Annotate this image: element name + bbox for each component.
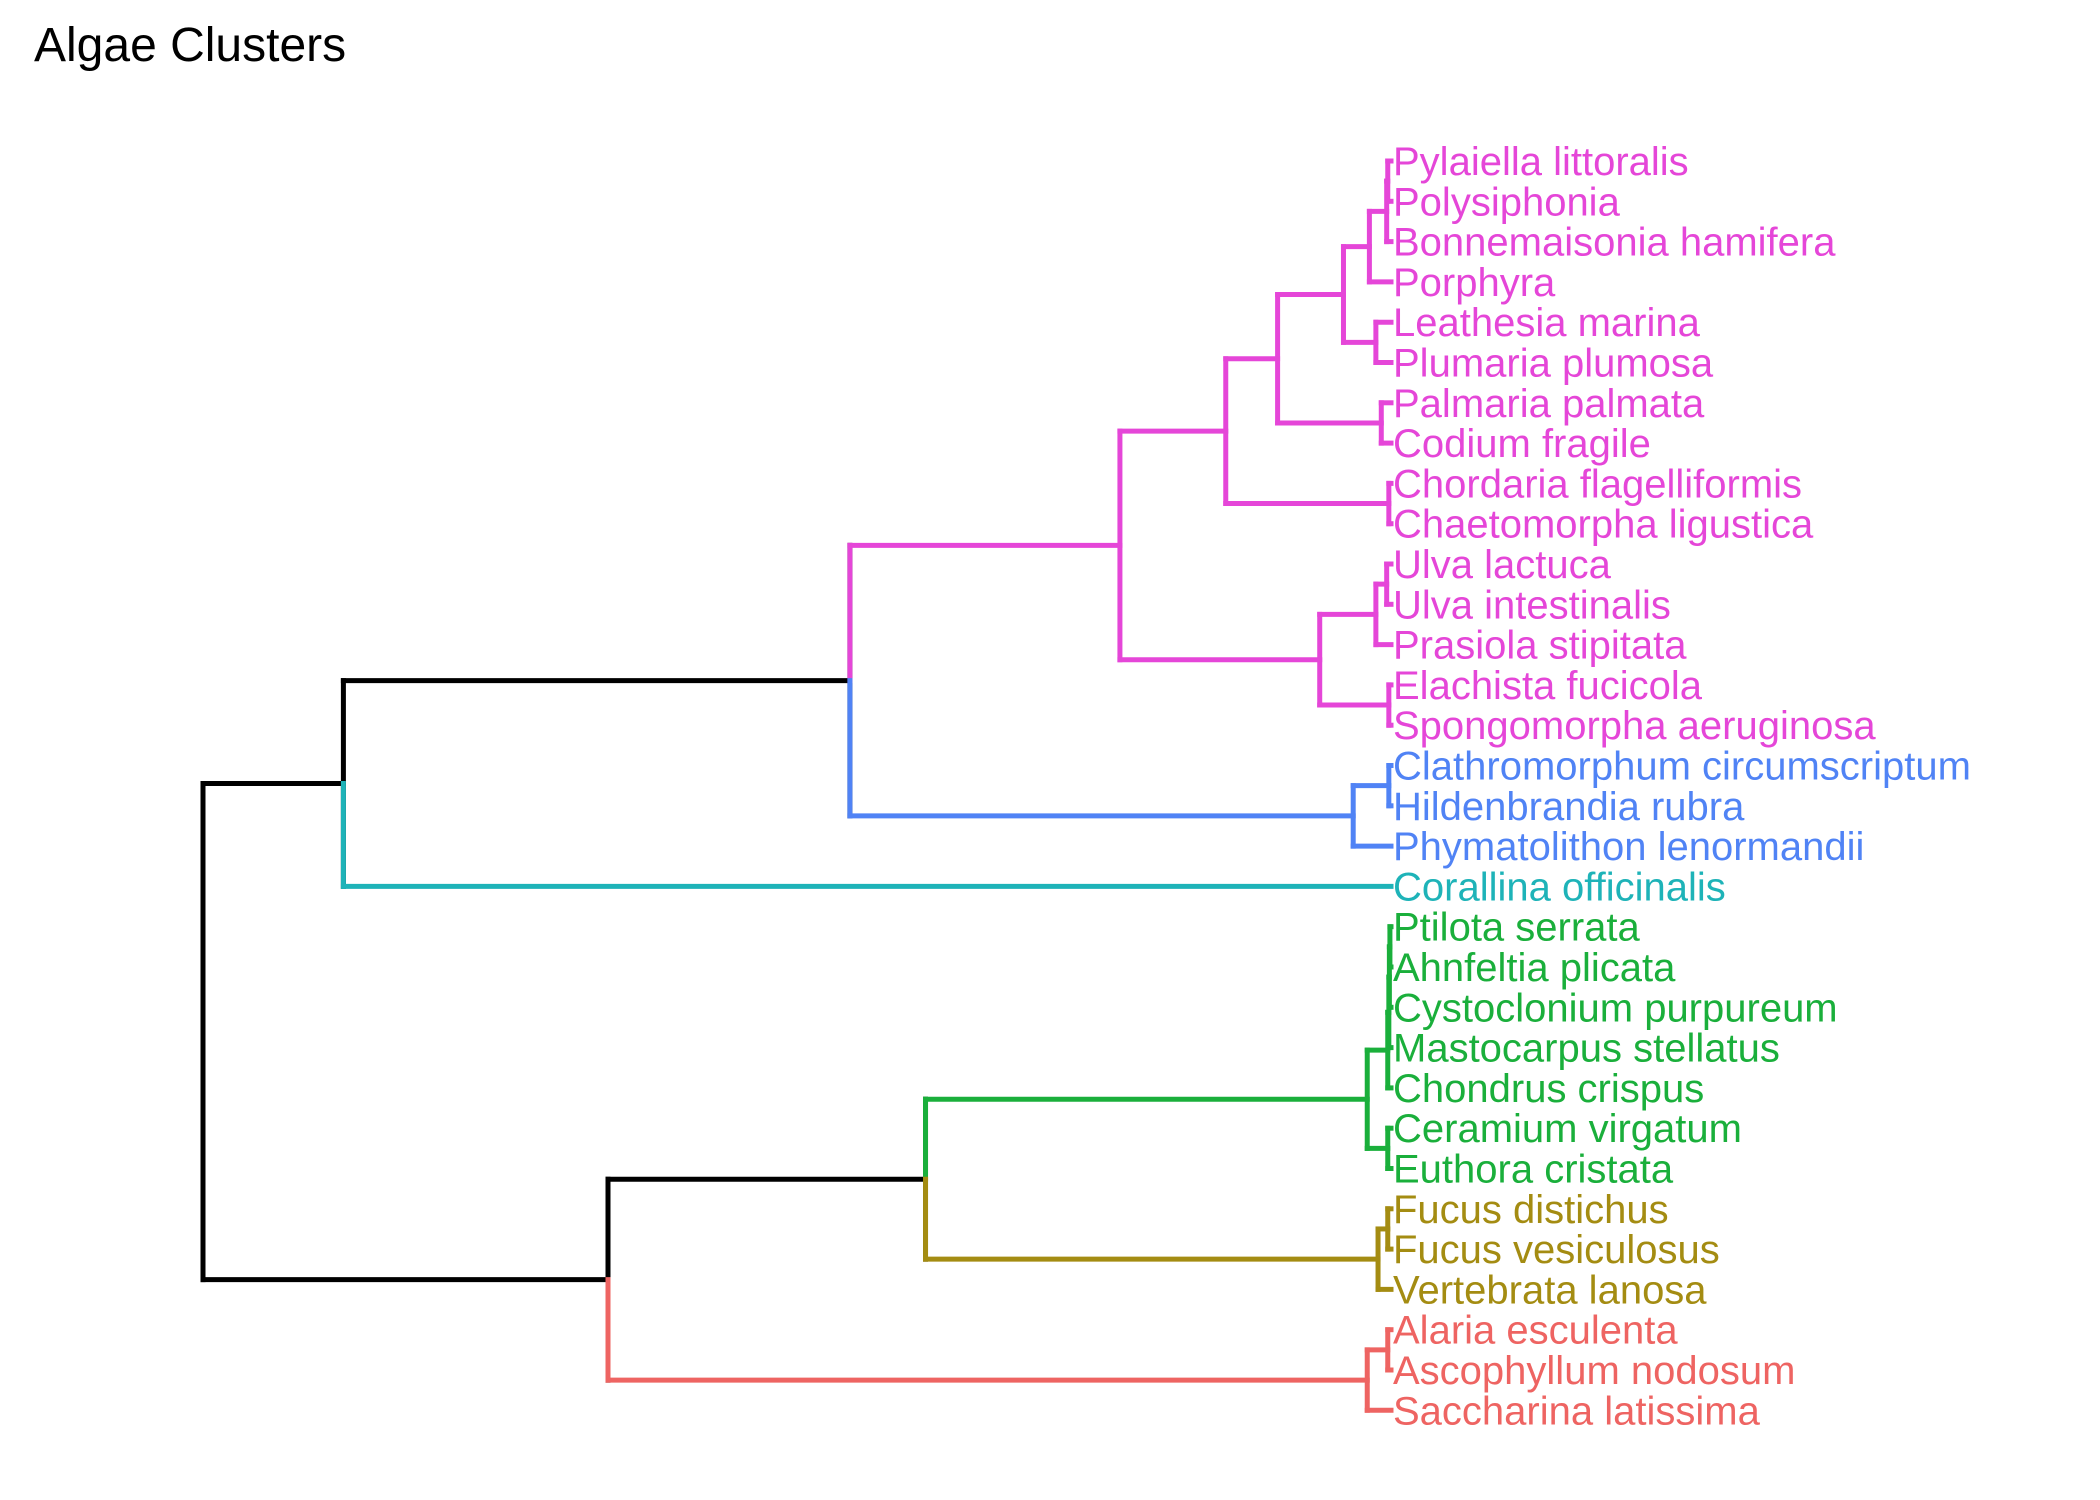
leaf-label: Ulva lactuca [1393,543,1612,587]
leaf-label: Corallina officinalis [1393,865,1726,909]
leaf-label: Prasiola stipitata [1393,624,1687,668]
leaf-label: Porphyra [1393,261,1556,305]
leaf-label: Polysiphonia [1393,180,1621,224]
leaf-label: Fucus vesiculosus [1393,1228,1720,1272]
leaf-label: Pylaiella littoralis [1393,140,1689,184]
leaf-label: Ptilota serrata [1393,906,1641,950]
leaf-label: Saccharina latissima [1393,1389,1761,1433]
leaf-label: Ahnfeltia plicata [1393,946,1676,990]
leaf-label: Leathesia marina [1393,301,1701,345]
leaf-label: Phymatolithon lenormandii [1393,825,1864,869]
leaf-label: Clathromorphum circumscriptum [1393,745,1971,789]
leaf-label: Chondrus crispus [1393,1067,1704,1111]
dendrogram-leaf-labels: Pylaiella littoralisPolysiphoniaBonnemai… [1393,140,1971,1433]
leaf-label: Euthora cristata [1393,1148,1674,1192]
leaf-label: Hildenbrandia rubra [1393,785,1745,829]
leaf-label: Cystoclonium purpureum [1393,986,1838,1030]
leaf-label: Palmaria palmata [1393,382,1705,426]
leaf-label: Vertebrata lanosa [1393,1268,1707,1312]
leaf-label: Mastocarpus stellatus [1393,1027,1780,1071]
leaf-label: Ceramium virgatum [1393,1107,1742,1151]
leaf-label: Alaria esculenta [1393,1309,1678,1353]
leaf-label: Ulva intestinalis [1393,583,1671,627]
leaf-label: Fucus distichus [1393,1188,1669,1232]
leaf-label: Ascophyllum nodosum [1393,1349,1795,1393]
leaf-label: Chordaria flagelliformis [1393,462,1802,506]
chart-title: Algae Clusters [34,19,347,72]
leaf-label: Plumaria plumosa [1393,342,1714,386]
leaf-label: Spongomorpha aeruginosa [1393,704,1876,748]
leaf-label: Bonnemaisonia hamifera [1393,221,1836,265]
dendrogram-branches [200,158,1394,1413]
leaf-label: Elachista fucicola [1393,664,1703,708]
leaf-label: Codium fragile [1393,422,1651,466]
leaf-label: Chaetomorpha ligustica [1393,503,1814,547]
